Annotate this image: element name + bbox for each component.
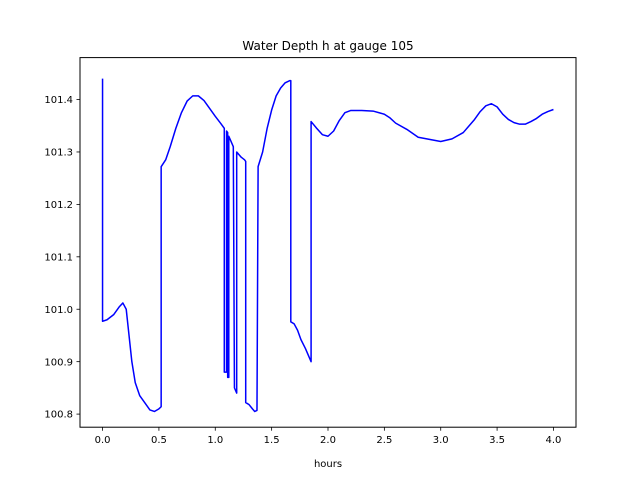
y-tick-label: 100.9 xyxy=(44,357,73,368)
plot-area xyxy=(101,78,554,413)
x-tick-label: 0.0 xyxy=(95,435,111,446)
x-tick-label: 4.0 xyxy=(546,435,562,446)
y-tick-label: 101.4 xyxy=(44,95,73,106)
x-tick-label: 0.5 xyxy=(151,435,167,446)
y-tick-label: 101.1 xyxy=(44,252,73,263)
y-tick-label: 101.2 xyxy=(44,200,73,211)
chart-title: Water Depth h at gauge 105 xyxy=(242,39,413,53)
y-tick-label: 100.8 xyxy=(44,410,73,421)
axis-ticks: 0.0 0.5 1.0 1.5 2.0 2.5 3.0 3.5 4.0 100.8 100.9 101… xyxy=(44,95,561,446)
x-tick-label: 3.0 xyxy=(433,435,449,446)
x-tick-label: 2.5 xyxy=(376,435,392,446)
x-tick-label: 3.5 xyxy=(489,435,505,446)
y-tick-label: 101.3 xyxy=(44,148,73,159)
x-tick-label: 1.5 xyxy=(264,435,280,446)
x-tick-label: 1.0 xyxy=(207,435,223,446)
y-tick-label: 101.0 xyxy=(44,305,73,316)
series-line-0 xyxy=(101,78,554,413)
plot-frame xyxy=(79,57,577,428)
x-tick-label: 2.0 xyxy=(320,435,336,446)
x-axis-label: hours xyxy=(314,459,342,470)
